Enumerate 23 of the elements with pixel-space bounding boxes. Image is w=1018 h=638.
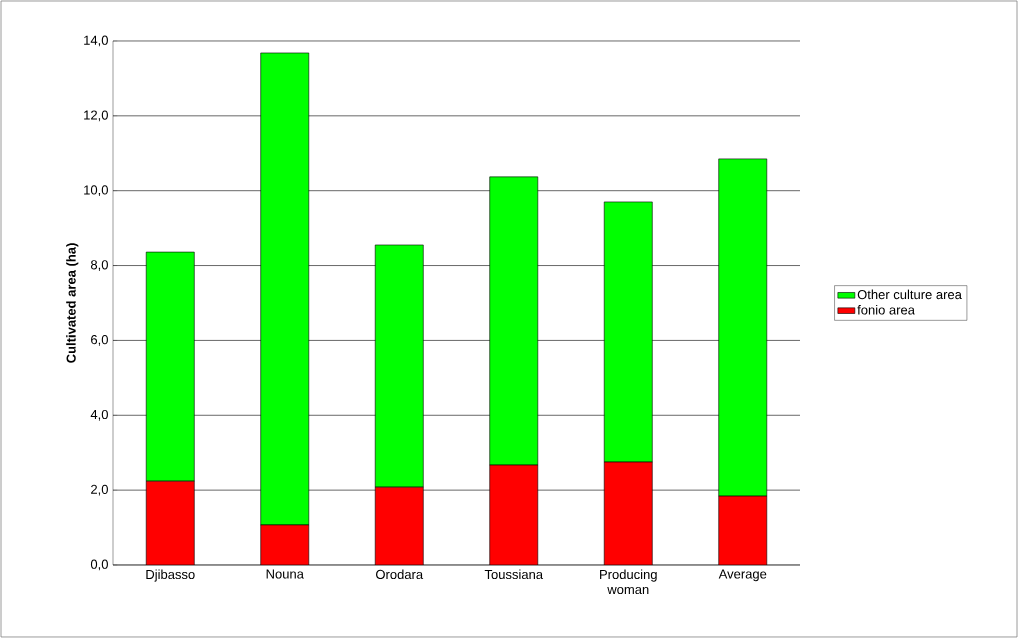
x-tick-label: Toussiana — [484, 569, 544, 580]
y-tick-label: 14,0 — [84, 35, 108, 47]
x-tick-label: Nouna — [266, 569, 304, 579]
bar — [374, 486, 424, 565]
y-tick-label: 12,0 — [84, 110, 108, 122]
x-tick-label: Orodara — [376, 569, 424, 580]
y-tick-label: 8,0 — [90, 260, 108, 271]
x-tick-label: Djibasso — [146, 569, 195, 582]
bar — [603, 461, 653, 565]
y-axis-title: Cultivated area (ha) — [66, 243, 79, 363]
bar — [145, 480, 195, 565]
y-tick-label: 4,0 — [90, 409, 108, 421]
bar — [260, 524, 310, 565]
bar — [489, 464, 539, 565]
y-tick-label: 2,0 — [91, 484, 108, 496]
y-tick-label: 6,0 — [91, 335, 108, 346]
x-tick-label: Producing woman — [600, 569, 657, 595]
y-tick-label: 10,0 — [84, 185, 108, 197]
legend-label: Other culture area — [857, 289, 962, 300]
x-tick-label: Average — [718, 569, 767, 582]
y-tick-label: 0,0 — [90, 559, 108, 571]
bar — [718, 495, 768, 565]
legend-label: fonio area — [857, 304, 915, 315]
